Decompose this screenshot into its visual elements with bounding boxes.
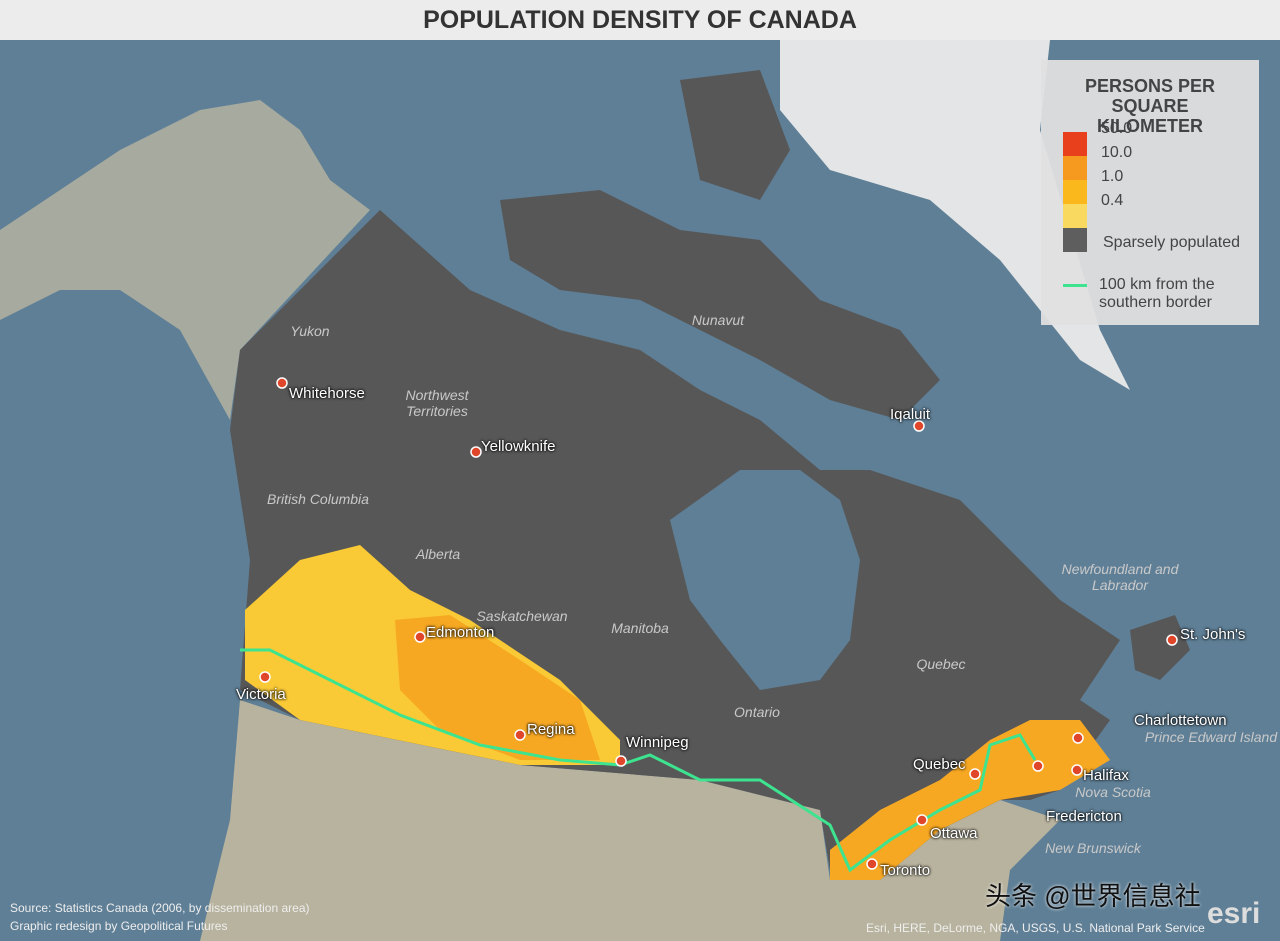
city-label: Quebec — [913, 756, 966, 773]
region-label: Saskatchewan — [476, 608, 568, 624]
redesign: Graphic redesign by Geopolitical Futures — [10, 919, 228, 933]
hudson-bay — [670, 470, 860, 690]
city-label: Regina — [527, 721, 575, 738]
newfoundland — [1130, 615, 1190, 680]
region-label: Nunavut — [691, 312, 745, 328]
legend-swatch — [1063, 156, 1087, 180]
city-label: Winnipeg — [626, 734, 689, 751]
watermark: 头条 @世界信息社 — [985, 881, 1201, 911]
region-label: Northwest Territories — [405, 387, 469, 419]
city-marker — [916, 814, 928, 826]
source: Source: Statistics Canada (2006, by diss… — [10, 901, 310, 915]
legend-label: 1.0 — [1101, 168, 1124, 185]
city-marker — [913, 420, 925, 432]
alaska — [0, 100, 370, 420]
legend-swatch — [1063, 132, 1087, 156]
region-label: British Columbia — [267, 491, 369, 507]
region-label: Alberta — [415, 546, 461, 562]
region-label: New Brunswick — [1045, 840, 1141, 856]
legend-swatch — [1063, 204, 1087, 228]
region-label: Newfoundland and Labrador — [1061, 561, 1179, 593]
city-marker — [1071, 764, 1083, 776]
legend-label: 50.0 — [1101, 120, 1133, 137]
populated-east — [830, 720, 1110, 880]
region-label: Quebec — [916, 656, 966, 672]
credits: Esri, HERE, DeLorme, NGA, USGS, U.S. Nat… — [866, 921, 1205, 935]
city-marker — [1072, 732, 1084, 744]
city-label: Edmonton — [426, 624, 495, 641]
legend: PERSONS PER SQUARE KILOMETER 50.0 10.0 1.0… — [1041, 60, 1259, 325]
city-marker — [1166, 634, 1178, 646]
legend-label: 0.4 — [1101, 192, 1124, 209]
border-100km-line — [240, 648, 1037, 873]
legend-label: Sparsely populated — [1103, 234, 1240, 251]
city-marker — [615, 755, 627, 767]
city-label: Yellowknife — [481, 438, 556, 455]
city-label: St. John's — [1180, 626, 1246, 643]
city-marker — [1032, 760, 1044, 772]
region-label: Yukon — [290, 323, 330, 339]
city-label: Whitehorse — [289, 385, 365, 402]
city-marker — [866, 858, 878, 870]
populated-prairie — [395, 615, 600, 760]
title: POPULATION DENSITY OF CANADA — [0, 0, 1280, 40]
city-label: Fredericton — [1046, 808, 1122, 825]
city-marker — [414, 631, 426, 643]
city-marker — [969, 768, 981, 780]
city-label: Ottawa — [930, 825, 978, 842]
logo: esri — [1207, 897, 1261, 930]
city-marker — [276, 377, 288, 389]
baffin — [680, 70, 790, 200]
legend-title: PERSONS PER SQUARE KILOMETER — [1084, 76, 1216, 136]
city-marker — [259, 671, 271, 683]
arctic-islands — [500, 190, 940, 420]
legend-swatch — [1063, 228, 1087, 252]
city-marker — [514, 729, 526, 741]
legend-swatch — [1063, 180, 1087, 204]
legend-line — [1063, 284, 1087, 287]
city-label: Iqaluit — [890, 406, 931, 423]
city-label: Charlottetown — [1134, 712, 1227, 729]
region-label: Manitoba — [611, 620, 669, 636]
city-label: Halifax — [1083, 767, 1129, 784]
legend-line-label: 100 km from the southern border — [1099, 276, 1215, 311]
region-label: Ontario — [734, 704, 780, 720]
region-label: Nova Scotia — [1075, 784, 1151, 800]
city-label: Victoria — [236, 686, 286, 703]
city-label: Toronto — [880, 862, 931, 879]
legend-label: 10.0 — [1101, 144, 1133, 161]
region-label: Prince Edward Island — [1144, 729, 1278, 745]
city-marker — [470, 446, 482, 458]
usa — [200, 700, 1060, 941]
